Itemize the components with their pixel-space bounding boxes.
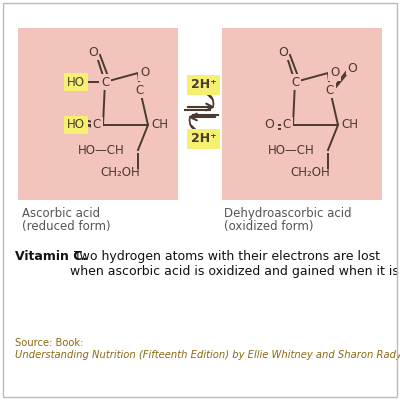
Text: 2H⁺: 2H⁺: [191, 132, 216, 146]
Text: C: C: [283, 118, 291, 132]
Text: HO—CH: HO—CH: [268, 144, 315, 156]
Text: O: O: [88, 46, 98, 60]
Text: C: C: [326, 84, 334, 96]
Text: O: O: [264, 118, 274, 132]
Text: Vitamin C.: Vitamin C.: [15, 250, 87, 263]
Text: Ascorbic acid: Ascorbic acid: [22, 207, 100, 220]
Text: (reduced form): (reduced form): [22, 220, 111, 233]
Text: C: C: [291, 76, 299, 88]
Text: C: C: [101, 76, 109, 88]
Bar: [222, 28, 382, 200]
Text: O: O: [140, 66, 149, 80]
Text: Source: Book:: Source: Book:: [15, 338, 83, 348]
Text: C: C: [136, 84, 144, 96]
Text: CH₂OH: CH₂OH: [100, 166, 140, 178]
Text: CH₂OH: CH₂OH: [290, 166, 330, 178]
Text: O: O: [278, 46, 288, 60]
Text: CH: CH: [341, 118, 358, 132]
Text: HO—CH: HO—CH: [78, 144, 125, 156]
Text: CH: CH: [151, 118, 168, 132]
Text: HO: HO: [67, 76, 85, 88]
Text: Dehydroascorbic acid: Dehydroascorbic acid: [224, 207, 352, 220]
Text: O: O: [347, 62, 357, 74]
Text: O: O: [330, 66, 339, 80]
Text: Two hydrogen atoms with their electrons are lost
when ascorbic acid is oxidized : Two hydrogen atoms with their electrons …: [70, 250, 400, 278]
Text: 2H⁺: 2H⁺: [191, 78, 216, 92]
Text: HO: HO: [67, 118, 85, 132]
Text: (oxidized form): (oxidized form): [224, 220, 314, 233]
Text: Understanding Nutrition (Fifteenth Edition) by Ellie Whitney and Sharon Rady Rol: Understanding Nutrition (Fifteenth Editi…: [15, 350, 400, 360]
Text: C: C: [93, 118, 101, 132]
Bar: [18, 28, 178, 200]
